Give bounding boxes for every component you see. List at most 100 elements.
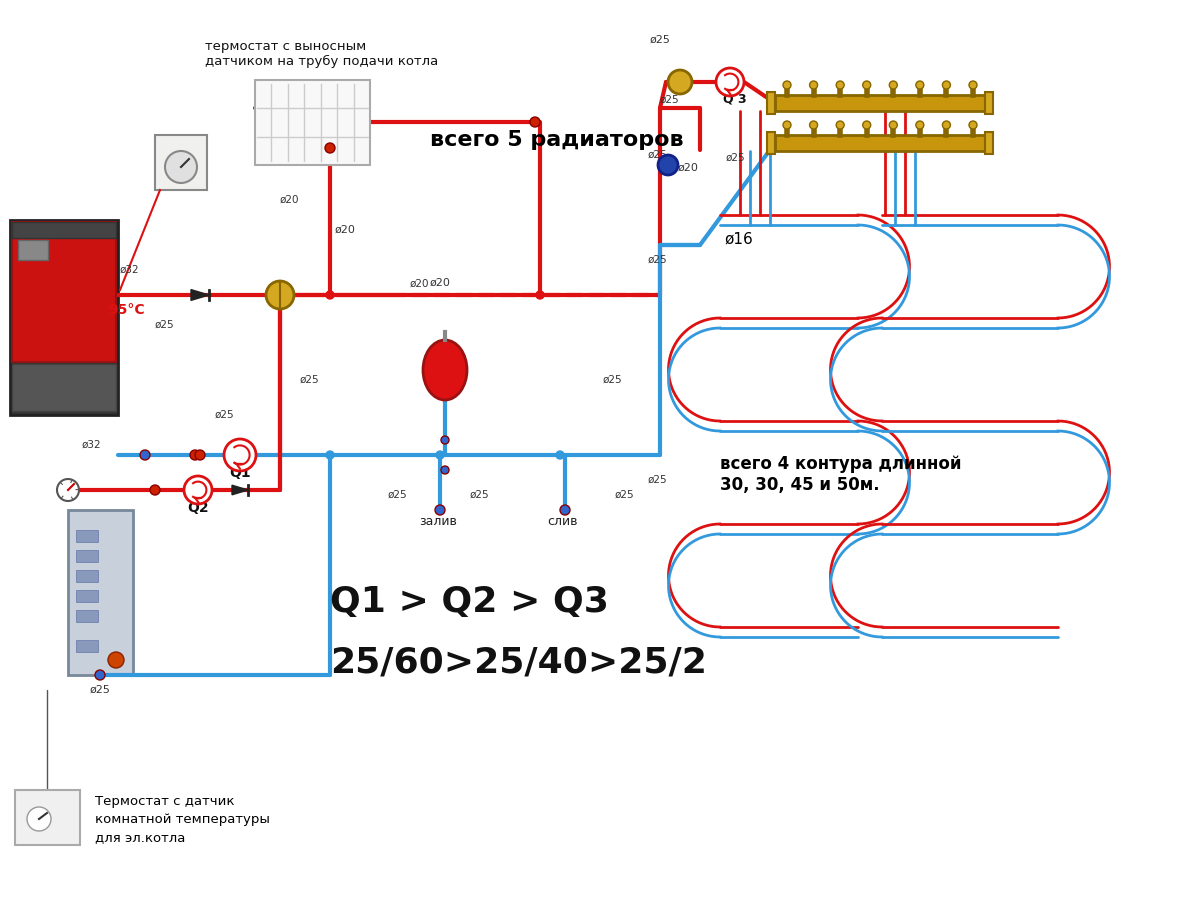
Circle shape xyxy=(658,155,677,175)
Bar xyxy=(775,95,986,111)
Circle shape xyxy=(969,81,977,89)
Circle shape xyxy=(326,451,335,459)
Bar xyxy=(12,222,116,238)
Bar xyxy=(255,80,370,165)
Text: ø25: ø25 xyxy=(727,153,746,163)
Circle shape xyxy=(560,505,570,515)
Bar xyxy=(76,570,98,582)
Text: ø25: ø25 xyxy=(300,375,320,385)
Text: ø20: ø20 xyxy=(430,278,451,288)
Text: Q 3: Q 3 xyxy=(723,92,747,105)
Circle shape xyxy=(325,143,335,153)
Text: ø25: ø25 xyxy=(647,475,668,485)
Circle shape xyxy=(165,151,197,183)
Text: залив: залив xyxy=(420,515,457,528)
Text: ø25: ø25 xyxy=(647,150,668,160)
Circle shape xyxy=(189,450,200,460)
Text: 95°С: 95°С xyxy=(108,303,145,317)
Bar xyxy=(767,92,775,114)
Text: ø20: ø20 xyxy=(677,163,699,173)
Circle shape xyxy=(942,81,951,89)
Text: ø32: ø32 xyxy=(82,440,102,450)
Circle shape xyxy=(436,451,444,459)
Bar xyxy=(986,132,993,154)
Bar xyxy=(76,640,98,652)
Circle shape xyxy=(836,81,844,89)
Text: ø20: ø20 xyxy=(281,195,300,205)
Bar xyxy=(76,550,98,562)
Text: ø25: ø25 xyxy=(603,375,622,385)
Circle shape xyxy=(326,291,335,299)
Text: ø25: ø25 xyxy=(659,95,680,105)
Bar xyxy=(155,135,207,190)
Bar xyxy=(76,590,98,602)
Text: ø16: ø16 xyxy=(724,232,753,247)
Circle shape xyxy=(195,450,205,460)
Text: ø25: ø25 xyxy=(90,685,110,695)
Polygon shape xyxy=(191,290,209,301)
Circle shape xyxy=(863,81,870,89)
Circle shape xyxy=(890,121,897,129)
Text: ø25: ø25 xyxy=(215,410,235,420)
Circle shape xyxy=(716,68,745,96)
Circle shape xyxy=(783,81,791,89)
Circle shape xyxy=(890,81,897,89)
Text: 25/60>25/40>25/2: 25/60>25/40>25/2 xyxy=(330,645,707,679)
Bar xyxy=(16,790,80,845)
Circle shape xyxy=(108,652,123,668)
Circle shape xyxy=(441,436,448,444)
Circle shape xyxy=(530,117,540,127)
Text: всего 4 контура длинной
30, 30, 45 и 50м.: всего 4 контура длинной 30, 30, 45 и 50м… xyxy=(721,455,962,494)
Circle shape xyxy=(95,670,106,680)
Text: ø20: ø20 xyxy=(335,225,356,235)
Circle shape xyxy=(969,121,977,129)
Bar xyxy=(10,220,118,415)
Bar xyxy=(76,530,98,542)
Text: Термостат с датчик: Термостат с датчик xyxy=(95,795,235,808)
Polygon shape xyxy=(231,485,248,495)
Text: ø20: ø20 xyxy=(410,279,429,289)
Circle shape xyxy=(916,81,924,89)
Text: комнатной температуры: комнатной температуры xyxy=(95,813,270,826)
Text: термостат с выносным
датчиком на трубу подачи котла: термостат с выносным датчиком на трубу п… xyxy=(205,40,439,68)
Circle shape xyxy=(435,505,445,515)
Bar xyxy=(986,92,993,114)
Circle shape xyxy=(28,807,52,831)
Text: ø25: ø25 xyxy=(647,255,668,265)
Bar xyxy=(775,135,986,151)
Bar xyxy=(767,132,775,154)
Circle shape xyxy=(224,439,257,471)
Text: ø25: ø25 xyxy=(470,490,489,500)
Circle shape xyxy=(809,81,818,89)
Circle shape xyxy=(58,479,79,501)
Circle shape xyxy=(441,466,448,474)
Bar xyxy=(12,364,116,411)
Text: ø25: ø25 xyxy=(388,490,408,500)
Circle shape xyxy=(783,121,791,129)
Text: ø25: ø25 xyxy=(650,35,671,45)
Text: Q1 > Q2 > Q3: Q1 > Q2 > Q3 xyxy=(330,585,609,619)
Circle shape xyxy=(150,485,159,495)
Ellipse shape xyxy=(423,340,466,400)
Text: слив: слив xyxy=(548,515,578,528)
Text: Q1: Q1 xyxy=(229,466,251,480)
Circle shape xyxy=(668,70,692,94)
Text: ø25: ø25 xyxy=(615,490,634,500)
Bar xyxy=(12,222,116,363)
Bar xyxy=(18,239,48,259)
Circle shape xyxy=(266,281,294,309)
Text: всего 5 радиаторов: всего 5 радиаторов xyxy=(430,130,683,150)
Circle shape xyxy=(836,121,844,129)
Text: для эл.котла: для эл.котла xyxy=(95,831,186,844)
Text: ø25: ø25 xyxy=(155,320,175,330)
Circle shape xyxy=(942,121,951,129)
Circle shape xyxy=(140,450,150,460)
Circle shape xyxy=(809,121,818,129)
Bar xyxy=(68,510,133,675)
Circle shape xyxy=(183,476,212,504)
Bar xyxy=(76,610,98,622)
Circle shape xyxy=(916,121,924,129)
Text: ø32: ø32 xyxy=(120,265,139,275)
Circle shape xyxy=(863,121,870,129)
Circle shape xyxy=(556,451,564,459)
